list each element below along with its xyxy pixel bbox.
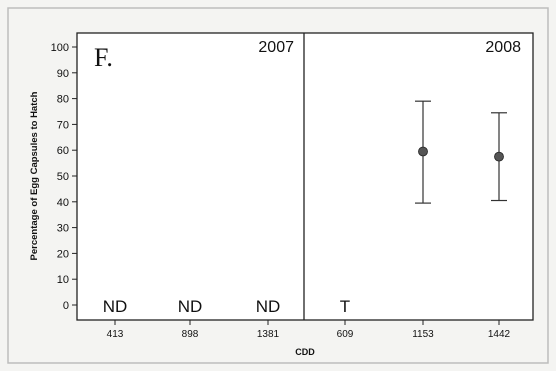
x-tick-label-1153: 1153 bbox=[412, 329, 434, 340]
point-label-1381: ND bbox=[256, 297, 281, 316]
y-tick-label-90: 90 bbox=[57, 68, 69, 80]
plot-area bbox=[76, 32, 534, 321]
y-tick-label-60: 60 bbox=[57, 145, 69, 157]
y-tick-label-0: 0 bbox=[63, 300, 69, 312]
y-tick-label-70: 70 bbox=[57, 119, 69, 131]
x-axis-label: CDD bbox=[295, 347, 315, 357]
chart-marks: ND ND ND T bbox=[103, 100, 507, 316]
y-tick-label-100: 100 bbox=[51, 42, 69, 54]
y-tick-label-80: 80 bbox=[57, 94, 69, 106]
x-tick-label-609: 609 bbox=[337, 329, 354, 340]
y-tick-label-30: 30 bbox=[57, 223, 69, 235]
y-tick-label-20: 20 bbox=[57, 248, 69, 260]
y-tick-label-10: 10 bbox=[57, 274, 69, 286]
point-label-413: ND bbox=[103, 297, 128, 316]
y-tick-label-40: 40 bbox=[57, 197, 69, 209]
mean-point-1442 bbox=[494, 151, 504, 162]
point-label-609: T bbox=[340, 297, 350, 316]
y-tick-label-50: 50 bbox=[57, 171, 69, 183]
y-axis: 0 10 20 30 40 50 60 70 80 90 100 bbox=[51, 42, 77, 312]
mean-point-1153 bbox=[418, 146, 428, 157]
panel-year-2008: 2008 bbox=[485, 39, 521, 56]
panel-year-2007: 2007 bbox=[258, 39, 294, 56]
x-tick-label-1381: 1381 bbox=[257, 329, 280, 340]
x-tick-label-413: 413 bbox=[107, 329, 124, 340]
point-label-898: ND bbox=[178, 297, 203, 316]
x-tick-label-898: 898 bbox=[182, 329, 199, 340]
x-tick-label-1442: 1442 bbox=[488, 329, 511, 340]
panel-letter: F. bbox=[94, 43, 113, 72]
x-axis: 413 898 1381 609 1153 1442 bbox=[107, 320, 511, 340]
y-axis-label: Percentage of Egg Capsules to Hatch bbox=[29, 91, 40, 260]
